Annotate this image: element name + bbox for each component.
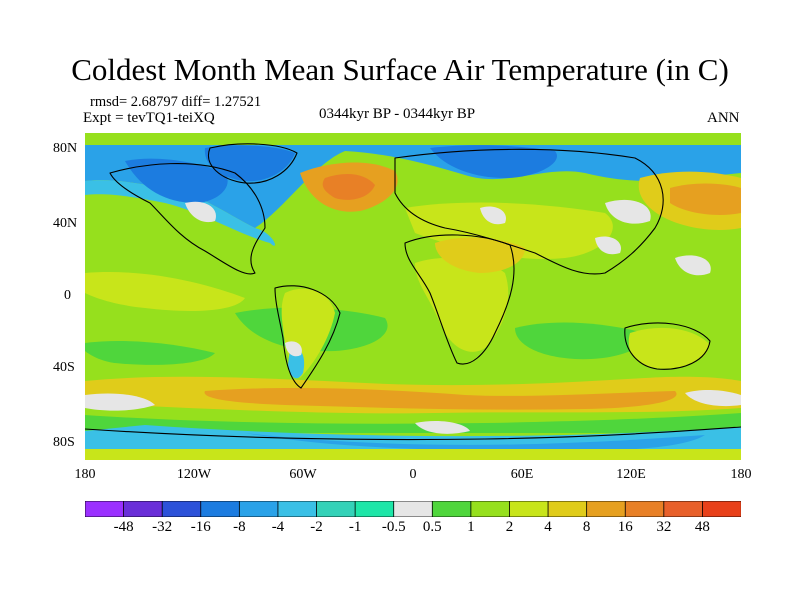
lat-label-80s: 80S [53, 435, 75, 450]
colorbar-swatch [123, 501, 163, 517]
colorbar-swatch [509, 501, 549, 517]
siberia-blue [430, 145, 557, 178]
colorbar-label: 2 [505, 519, 514, 535]
lon-label-180w: 180 [74, 467, 96, 482]
colorbar-label: -16 [190, 519, 211, 535]
near-zero-patches [85, 199, 741, 434]
colorbar-swatch [85, 501, 125, 517]
lat-label-40s: 40S [53, 360, 75, 375]
lon-label-180e: 180 [730, 467, 752, 482]
colorbar-label: 4 [544, 519, 552, 535]
australia-warm [628, 327, 710, 369]
lat-label-80n: 80N [53, 141, 78, 156]
colorbar-swatch [393, 501, 433, 517]
north-pacific-hot [670, 183, 741, 215]
lat-label-0: 0 [64, 288, 71, 303]
colorbar-swatch [354, 501, 395, 517]
indian-ocean-green [515, 322, 646, 360]
antarctica-blue [245, 433, 705, 451]
north-atlantic-hot [322, 173, 375, 200]
eurasia-outline [394, 148, 664, 275]
canada-blue [125, 158, 228, 203]
colorbar-swatch [663, 501, 704, 517]
season-label: ANN [707, 110, 740, 126]
sahara-warm [435, 237, 525, 273]
colorbar-label: -1 [348, 519, 362, 535]
africa-warm [415, 257, 509, 352]
colorbar-swatch [586, 501, 626, 517]
colorbar-swatch [238, 501, 279, 517]
lon-label-60e: 60E [510, 467, 534, 482]
south-america-outline [274, 285, 341, 389]
colorbar-label: -48 [113, 519, 134, 535]
colorbar-label: -32 [152, 519, 173, 535]
colorbar-label: 1 [467, 519, 475, 535]
greenland-outline [208, 143, 298, 184]
coastlines [85, 143, 741, 441]
greenland-blue [204, 145, 295, 182]
colorbar-swatch [316, 501, 356, 517]
colorbar-label: 32 [656, 519, 672, 535]
period-label: 0344kyr BP - 0344kyr BP [319, 106, 476, 122]
colorbar-swatch [200, 501, 241, 517]
colorbar [85, 501, 741, 517]
colorbar-label: 48 [694, 519, 710, 535]
map-title: Coldest Month Mean Surface Air Temperatu… [71, 52, 729, 87]
temperature-map [85, 133, 741, 460]
colorbar-label: -2 [310, 519, 323, 535]
lat-label-40n: 40N [53, 216, 78, 231]
south-pacific-green [85, 341, 215, 365]
lon-label-60w: 60W [289, 467, 317, 482]
lon-label-120e: 120E [616, 467, 646, 482]
colorbar-swatch [702, 501, 741, 517]
colorbar-swatch [470, 501, 511, 517]
antarctica-interior [85, 449, 741, 460]
antarctic-coast-green [85, 413, 741, 433]
antarctica-outline [85, 426, 741, 441]
colorbar-swatch [161, 501, 202, 517]
colorbar-label: 0.5 [422, 519, 442, 535]
colorbar-swatch [547, 501, 588, 517]
southern-ocean-hot [204, 388, 677, 410]
colorbar-label: -4 [271, 519, 285, 535]
lon-label-0: 0 [409, 467, 417, 482]
colorbar-swatch [431, 501, 472, 517]
experiment-label: Expt = tevTQ1-teiXQ [83, 110, 215, 126]
northern-lightblue [85, 180, 275, 246]
pacific-warm-east [85, 272, 245, 311]
north-america-outline [109, 163, 266, 275]
colorbar-label: 16 [617, 519, 633, 535]
stats-text: rmsd= 2.68797 diff= 1.27521 [90, 94, 262, 110]
colorbar-swatch [277, 501, 318, 517]
africa-outline [404, 234, 515, 365]
colorbar-label: -8 [233, 519, 246, 535]
lon-label-120w: 120W [176, 467, 212, 482]
colorbar-swatch [624, 501, 665, 517]
australia-outline [624, 322, 711, 370]
colorbar-label: -0.5 [381, 519, 406, 535]
colorbar-label: 8 [582, 519, 591, 535]
